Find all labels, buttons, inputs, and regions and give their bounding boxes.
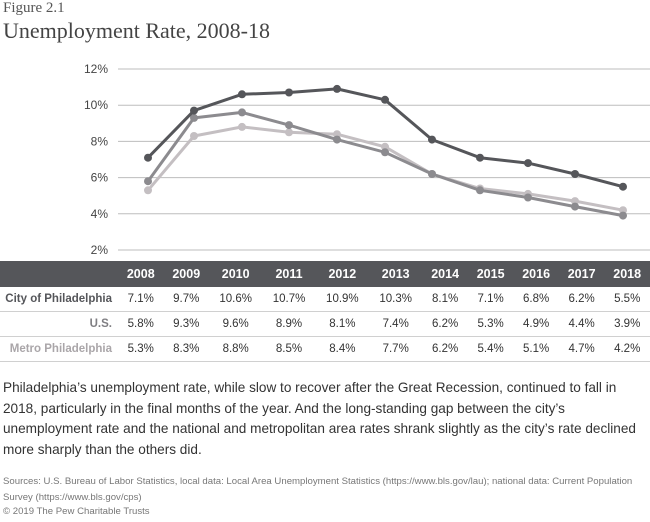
table-row: U.S. 5.8% 9.3% 9.6% 8.9% 8.1% 7.4% 6.2% 5.3% 4.9%… xyxy=(0,311,650,337)
data-point xyxy=(619,211,627,220)
table-header-row: 2008 2009 2010 2011 2012 2013 2014 2015 2016 2017… xyxy=(0,261,650,287)
table-header-year: 2008 xyxy=(118,261,164,287)
table-cell: 8.3% xyxy=(163,336,209,362)
data-point xyxy=(190,106,198,115)
series-line xyxy=(146,110,624,218)
data-point xyxy=(238,90,246,99)
table-row-label: U.S. xyxy=(0,311,118,337)
data-point xyxy=(238,108,246,117)
data-point xyxy=(285,88,293,97)
data-point xyxy=(571,202,579,211)
data-point xyxy=(190,113,198,122)
table-cell: 7.7% xyxy=(369,336,423,362)
table-cell: 10.7% xyxy=(262,287,316,312)
table-row: Metro Philadelphia 5.3% 8.3% 8.8% 8.5% 8.4% 7.… xyxy=(0,336,650,362)
sources-note: Sources: U.S. Bureau of Labor Statistics… xyxy=(3,476,633,503)
data-point xyxy=(476,186,484,195)
table-header-year: 2011 xyxy=(262,261,316,287)
table-header-year: 2012 xyxy=(315,261,370,287)
table-cell: 4.2% xyxy=(604,336,650,362)
table-row: City of Philadelphia 7.1% 9.7% 10.6% 10.7% 10… xyxy=(0,287,650,312)
series-lines xyxy=(144,84,627,220)
data-point xyxy=(619,182,627,191)
series-city-of-philadelphia xyxy=(144,84,627,191)
copyright-note: © 2019 The Pew Charitable Trusts xyxy=(3,506,150,517)
data-table: 2008 2009 2010 2011 2012 2013 2014 2015 2016 2017… xyxy=(0,261,650,362)
data-point xyxy=(144,177,152,186)
data-point xyxy=(571,170,579,178)
table-body: City of Philadelphia 7.1% 9.7% 10.6% 10.7% 10… xyxy=(0,287,650,362)
data-point xyxy=(428,135,436,144)
table-cell: 6.8% xyxy=(513,287,559,312)
data-point xyxy=(238,122,246,131)
data-point xyxy=(428,170,436,178)
table-header-corner xyxy=(0,261,118,287)
table-cell: 4.7% xyxy=(558,336,605,362)
table-header-year: 2013 xyxy=(369,261,423,287)
table-header-year: 2015 xyxy=(467,261,514,287)
table-cell: 5.3% xyxy=(118,336,164,362)
table-cell: 5.4% xyxy=(467,336,514,362)
figure-label: Figure 2.1 xyxy=(3,0,65,16)
table-cell: 10.6% xyxy=(209,287,263,312)
table-cell: 7.1% xyxy=(467,287,514,312)
line-chart: 2% 4% 6% 8% 10% 12% xyxy=(84,62,650,257)
table-cell: 6.2% xyxy=(558,287,605,312)
table-cell: 5.3% xyxy=(467,311,514,337)
table-cell: 8.4% xyxy=(315,336,370,362)
y-tick-label: 2% xyxy=(91,243,109,257)
table-row-label: City of Philadelphia xyxy=(0,287,118,312)
table-cell: 5.1% xyxy=(513,336,559,362)
data-point xyxy=(190,132,198,140)
y-tick-label: 6% xyxy=(91,171,109,185)
table-row-label: Metro Philadelphia xyxy=(0,336,118,362)
table-header-year: 2018 xyxy=(604,261,650,287)
table-cell: 4.4% xyxy=(558,311,605,337)
table-cell: 8.1% xyxy=(315,311,370,337)
table-header-year: 2009 xyxy=(163,261,209,287)
y-tick-label: 10% xyxy=(84,98,108,112)
table-cell: 6.2% xyxy=(422,336,468,362)
table-cell: 9.3% xyxy=(163,311,209,337)
table-cell: 5.8% xyxy=(118,311,164,337)
y-axis-tick-labels: 2% 4% 6% 8% 10% 12% xyxy=(84,62,108,257)
table-cell: 8.1% xyxy=(422,287,468,312)
data-point xyxy=(144,186,152,195)
table-cell: 8.5% xyxy=(262,336,316,362)
data-point xyxy=(381,148,389,157)
data-point xyxy=(476,153,484,162)
data-point xyxy=(381,142,389,151)
chart-title: Unemployment Rate, 2008-18 xyxy=(3,18,271,43)
table-cell: 4.9% xyxy=(513,311,559,337)
data-point xyxy=(381,95,389,104)
data-point xyxy=(285,128,293,137)
data-point xyxy=(144,153,152,162)
series-u-s xyxy=(144,108,627,220)
table-cell: 8.9% xyxy=(262,311,316,337)
table-header-year: 2014 xyxy=(422,261,468,287)
table-cell: 10.3% xyxy=(369,287,423,312)
data-point xyxy=(571,197,579,206)
table-header-year: 2010 xyxy=(209,261,263,287)
table-cell: 6.2% xyxy=(422,311,468,337)
data-point xyxy=(524,193,532,202)
table-header-year: 2017 xyxy=(558,261,605,287)
table-cell: 7.1% xyxy=(118,287,164,312)
data-point xyxy=(285,121,293,130)
y-tick-label: 4% xyxy=(91,207,109,221)
table-cell: 10.9% xyxy=(315,287,370,312)
table-cell: 3.9% xyxy=(604,311,650,337)
table-cell: 7.4% xyxy=(369,311,423,337)
data-point xyxy=(333,135,341,144)
y-tick-label: 12% xyxy=(84,62,108,76)
y-tick-label: 8% xyxy=(91,134,109,148)
table-cell: 5.5% xyxy=(604,287,650,312)
data-point xyxy=(524,159,532,168)
table-header-year: 2016 xyxy=(513,261,559,287)
caption-text: Philadelphia’s unemployment rate, while … xyxy=(3,380,636,457)
table-cell: 9.7% xyxy=(163,287,209,312)
table-cell: 9.6% xyxy=(209,311,263,337)
table-cell: 8.8% xyxy=(209,336,263,362)
data-point xyxy=(333,84,341,93)
